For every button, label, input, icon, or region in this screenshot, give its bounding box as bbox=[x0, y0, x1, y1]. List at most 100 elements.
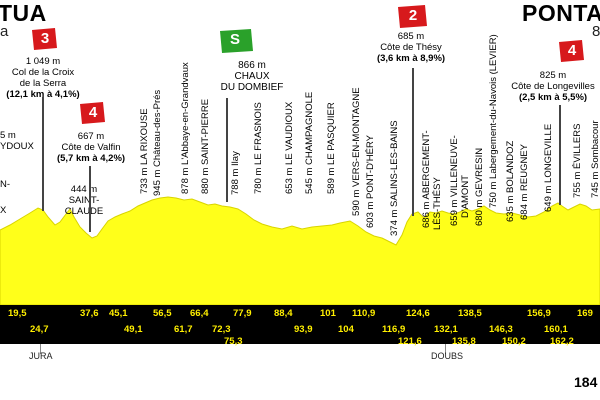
km-marker: 132,1 bbox=[434, 324, 458, 335]
sprint-name: CHAUX bbox=[234, 71, 270, 82]
climb-flag-valfin-label: 4 bbox=[88, 104, 98, 121]
finish-town: PONTAR bbox=[522, 0, 600, 26]
climb-alt: 825 m bbox=[539, 70, 567, 81]
place-label: LÈS-THÉSY bbox=[432, 177, 443, 230]
climb-label-longevilles: 825 m Côte de Longevilles (2,5 km à 5,5%… bbox=[510, 70, 596, 103]
place-label: 680 m GEVRESIN bbox=[474, 147, 485, 226]
profile-area bbox=[0, 196, 600, 306]
km-marker: 138,5 bbox=[458, 308, 482, 319]
finish-sub: 8 bbox=[592, 23, 600, 40]
total-distance: 184 bbox=[574, 374, 598, 390]
left-label-1: 5 m bbox=[0, 130, 16, 141]
climb-name: Côte de Thésy bbox=[380, 42, 442, 53]
place-label: 635 m BOLANDOZ bbox=[505, 140, 516, 222]
km-marker: 110,9 bbox=[352, 308, 376, 319]
km-marker: 88,4 bbox=[274, 308, 293, 319]
pin-thesy bbox=[412, 68, 414, 216]
department-jura: JURA bbox=[29, 351, 53, 361]
climb-stats: (2,5 km à 5,5%) bbox=[518, 92, 588, 103]
dept-tick bbox=[40, 344, 41, 354]
km-marker: 66,4 bbox=[190, 308, 209, 319]
sprint-flag-label: S bbox=[229, 31, 240, 48]
km-marker: 61,7 bbox=[174, 324, 193, 335]
km-marker: 24,7 bbox=[30, 324, 49, 335]
km-marker: 93,9 bbox=[294, 324, 313, 335]
climb-label-thesy: 685 m Côte de Thésy (3,6 km à 8,9%) bbox=[366, 31, 456, 64]
place-label: 686 m ABERGEMENT- bbox=[421, 130, 432, 228]
pin-croix-serra bbox=[42, 97, 44, 211]
km-marker: 101 bbox=[320, 308, 336, 319]
km-marker: 19,5 bbox=[8, 308, 27, 319]
place-label: 590 m VERS-EN-MONTAGNE bbox=[351, 87, 362, 216]
km-marker: 75,3 bbox=[224, 336, 243, 347]
km-marker: 162,2 bbox=[550, 336, 574, 347]
left-label-2: YDOUX bbox=[0, 141, 34, 152]
place-label: 780 m LE FRASNOIS bbox=[253, 102, 264, 194]
place-label: 659 m VILLENEUVE- bbox=[449, 135, 460, 226]
place-label: 603 m PONT-D'HÉRY bbox=[365, 135, 376, 228]
place-label: 755 m ÉVILLERS bbox=[572, 123, 583, 198]
left-label-4: X bbox=[0, 205, 7, 216]
climb-name: Côte de Longevilles bbox=[511, 81, 595, 92]
sprint-label: 866 m CHAUX DU DOMBIEF bbox=[220, 60, 284, 93]
sprint-flag bbox=[220, 29, 253, 53]
km-marker: 72,3 bbox=[212, 324, 231, 335]
department-doubs: DOUBS bbox=[431, 351, 464, 361]
climb-flag-valfin bbox=[80, 102, 105, 124]
climb-flag-thesy-label: 2 bbox=[408, 7, 418, 24]
pin-longevilles bbox=[559, 105, 561, 205]
climb-flag-cat3-label: 3 bbox=[40, 30, 50, 47]
town-name: SAINT- bbox=[68, 195, 100, 206]
place-label: 733 m LA RIXOUSE bbox=[139, 108, 150, 194]
climb-name-2: de la Serra bbox=[19, 78, 67, 89]
pin-sprint bbox=[226, 98, 228, 202]
town-alt: 444 m bbox=[70, 184, 98, 195]
km-marker: 104 bbox=[338, 324, 354, 335]
sprint-alt: 866 m bbox=[238, 60, 266, 71]
km-marker: 116,9 bbox=[382, 324, 406, 335]
climb-flag-cat3 bbox=[32, 28, 57, 50]
km-marker: 37,6 bbox=[80, 308, 99, 319]
climb-alt: 685 m bbox=[397, 31, 425, 42]
place-label: 788 m Ilay bbox=[230, 151, 241, 195]
place-label: 945 m Château-des-Prés bbox=[152, 89, 163, 196]
climb-name: Côte de Valfin bbox=[61, 142, 121, 153]
km-marker: 121,6 bbox=[398, 336, 422, 347]
sprint-name-2: DU DOMBIEF bbox=[220, 82, 284, 93]
place-label: 878 m L'Abbaye-en-Grandvaux bbox=[180, 62, 191, 194]
km-band bbox=[0, 305, 600, 344]
climb-stats: (5,7 km à 4,2%) bbox=[56, 153, 126, 164]
place-label: 374 m SALINS-LES-BAINS bbox=[389, 120, 400, 236]
km-marker: 124,6 bbox=[406, 308, 430, 319]
km-marker: 169 bbox=[577, 308, 593, 319]
climb-alt: 667 m bbox=[77, 131, 105, 142]
start-sub: a bbox=[0, 23, 9, 40]
km-marker: 156,9 bbox=[527, 308, 551, 319]
left-label-3: N- bbox=[0, 179, 11, 190]
start-town: TUA bbox=[0, 0, 47, 26]
place-label: 545 m CHAMPAGNOLE bbox=[304, 91, 315, 194]
climb-stats: (3,6 km à 8,9%) bbox=[376, 53, 446, 64]
place-label: 589 m LE PASQUIER bbox=[326, 102, 337, 194]
pin-valfin bbox=[89, 166, 91, 232]
place-label: D'AMONT bbox=[460, 175, 471, 218]
town-label-saint-claude: 444 m SAINT- CLAUDE bbox=[64, 184, 104, 217]
place-label: 653 m LE VAUDIOUX bbox=[284, 101, 295, 194]
town-name-2: CLAUDE bbox=[64, 206, 104, 217]
climb-flag-thesy bbox=[398, 5, 427, 28]
climb-flag-longevilles bbox=[559, 40, 584, 62]
climb-label-valfin: 667 m Côte de Valfin (5,7 km à 4,2%) bbox=[50, 131, 132, 164]
km-marker: 49,1 bbox=[124, 324, 143, 335]
km-marker: 150,2 bbox=[502, 336, 526, 347]
climb-stats: (12,1 km à 4,1%) bbox=[6, 89, 80, 100]
km-marker: 160,1 bbox=[544, 324, 568, 335]
km-marker: 146,3 bbox=[489, 324, 513, 335]
dept-tick bbox=[445, 344, 446, 354]
climb-flag-longevilles-label: 4 bbox=[567, 42, 577, 59]
km-marker: 45,1 bbox=[109, 308, 128, 319]
km-marker: 77,9 bbox=[233, 308, 252, 319]
climb-label-croix-serra: 1 049 m Col de la Croix de la Serra (12,… bbox=[0, 56, 86, 100]
place-label: 750 m Labergement-du-Navois (LEVIER) bbox=[488, 34, 499, 208]
